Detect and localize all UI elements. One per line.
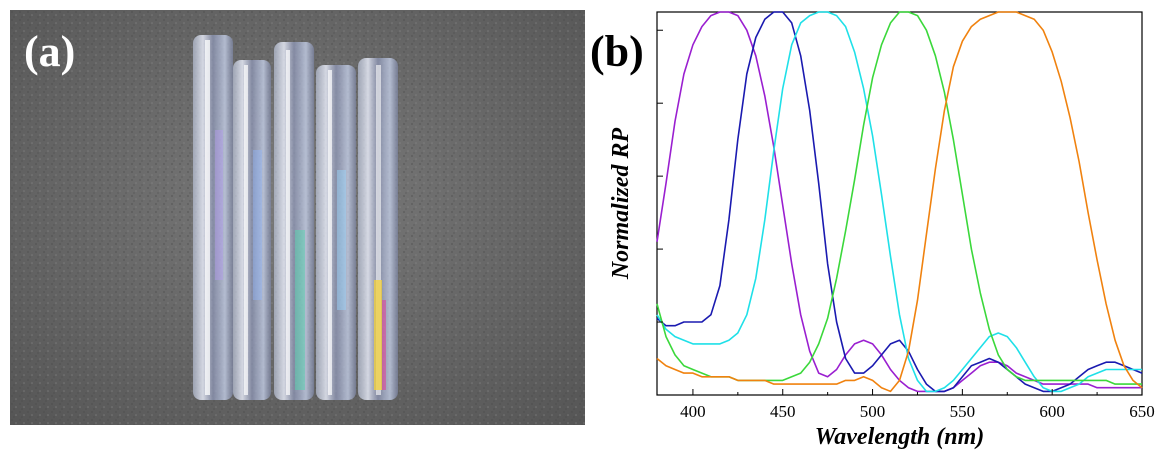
- sample-tube-1: [193, 35, 233, 400]
- x-tick-label: 400: [680, 402, 706, 421]
- sample-tube-5: [358, 58, 398, 400]
- sample-tube-3: [274, 42, 314, 400]
- series-line-3: [656, 11, 1142, 393]
- series-line-1: [656, 11, 1142, 393]
- x-tick-label: 650: [1129, 402, 1155, 421]
- x-tick-label: 500: [860, 402, 886, 421]
- sample-tube-4: [316, 65, 356, 400]
- panel-label-b: (b): [590, 27, 644, 76]
- series-layer: [656, 11, 1143, 393]
- plot-frame: [656, 11, 1143, 396]
- reflectance-chart: 400 450 500 550 600 650 Wavelength (nm) Norma…: [608, 11, 1155, 450]
- series-line-5: [656, 11, 1143, 393]
- photo-panel: [10, 10, 585, 425]
- series-line-2: [656, 11, 1143, 393]
- x-tick-label: 550: [950, 402, 976, 421]
- axis-layer: 400 450 500 550 600 650: [657, 29, 1155, 421]
- sample-tube-2: [233, 60, 271, 400]
- panel-label-a: (a): [24, 27, 76, 76]
- sample-tubes-photo: [10, 10, 585, 425]
- x-tick-label: 600: [1039, 402, 1065, 421]
- y-axis-label: Normalized RP: [608, 127, 634, 280]
- series-line-4: [656, 11, 1142, 385]
- x-tick-label: 450: [770, 402, 796, 421]
- x-axis-label: Wavelength (nm): [815, 424, 985, 450]
